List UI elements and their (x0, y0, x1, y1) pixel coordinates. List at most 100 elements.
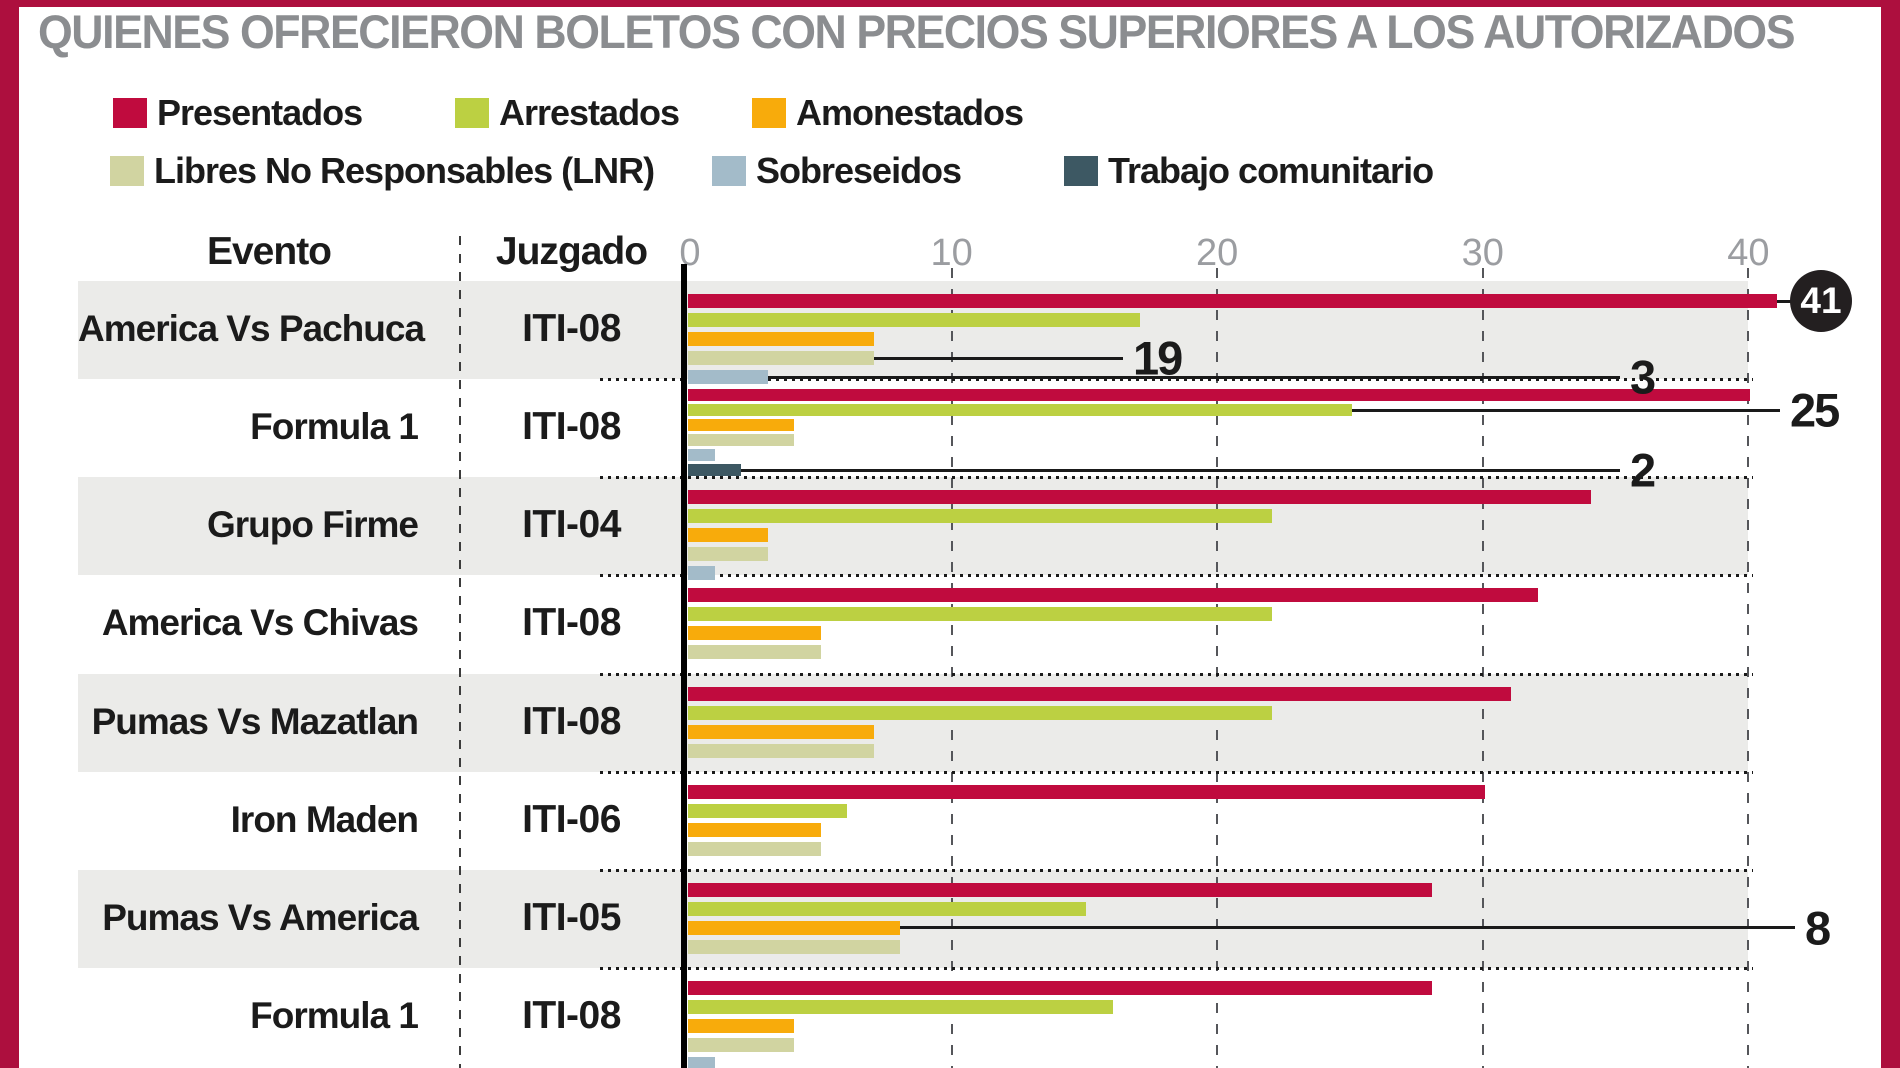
bar-sobreseidos (688, 449, 715, 462)
row-separator-dotted-line (600, 476, 1753, 480)
bar-amonestados (688, 724, 874, 739)
bar-arrestados (688, 313, 1140, 327)
legend-swatch-amonestados (752, 98, 786, 128)
legend-label: Arrestados (499, 92, 680, 133)
x-tick-label-10: 10 (930, 232, 973, 274)
row-separator-dotted-line (600, 672, 1753, 676)
x-tick-label-0: 0 (679, 232, 701, 274)
bar-lnr (688, 645, 821, 660)
callout-connector-line (900, 926, 1795, 930)
x-tick-label-30: 30 (1461, 232, 1504, 274)
juzgado-cell: ITI-05 (522, 895, 621, 939)
legend-item-amonestados: Amonestados (752, 92, 1024, 134)
juzgado-cell: ITI-08 (522, 699, 621, 743)
left-accent-stripe (0, 0, 19, 1068)
bar-presentados (688, 882, 1432, 897)
x-axis-zero-baseline (681, 264, 687, 1068)
row-separator-dotted-line (600, 574, 1753, 578)
bar-arrestados (688, 901, 1087, 916)
callout-connector-line (741, 468, 1620, 472)
evento-cell: Pumas Vs America (102, 896, 419, 938)
bar-presentados (688, 784, 1485, 799)
callout-value-label: 3 (1630, 350, 1656, 404)
evento-cell: Pumas Vs Mazatlan (91, 700, 419, 742)
callout-connector-line (767, 375, 1620, 379)
legend-item-sobreseidos: Sobreseidos (712, 150, 962, 192)
legend-item-lnr: Libres No Responsables (LNR) (110, 150, 655, 192)
bar-presentados (688, 294, 1777, 308)
legend-item-trabajo: Trabajo comunitario (1064, 150, 1434, 192)
bar-sobreseidos (688, 566, 715, 581)
bar-presentados (688, 490, 1592, 505)
callout-value-label: 2 (1630, 443, 1656, 497)
bar-amonestados (688, 528, 768, 543)
bar-presentados (688, 588, 1538, 603)
legend-swatch-trabajo (1064, 156, 1098, 186)
legend-label: Trabajo comunitario (1108, 150, 1434, 191)
juzgado-cell: ITI-08 (522, 993, 621, 1037)
evento-cell: Grupo Firme (206, 504, 419, 546)
bar-arrestados (688, 509, 1273, 524)
bar-presentados (688, 389, 1751, 402)
bar-arrestados (688, 404, 1352, 417)
bar-lnr (688, 351, 874, 365)
column-separator-dashed-line (459, 236, 461, 1068)
bar-lnr (688, 1037, 795, 1052)
callout-value-label: 8 (1805, 901, 1831, 955)
bar-arrestados (688, 803, 848, 818)
right-accent-stripe (1881, 0, 1900, 1068)
x-tick-label-40: 40 (1727, 232, 1770, 274)
legend-swatch-sobreseidos (712, 156, 746, 186)
gridline-10 (950, 268, 953, 1068)
bar-trabajo (688, 464, 742, 477)
bar-sobreseidos (688, 370, 768, 384)
legend-label: Sobreseidos (756, 150, 962, 191)
evento-cell: Iron Maden (230, 798, 419, 840)
bar-presentados (688, 980, 1432, 995)
juzgado-cell: ITI-08 (522, 405, 621, 449)
x-tick-label-20: 20 (1196, 232, 1239, 274)
legend-label: Amonestados (796, 92, 1024, 133)
bar-lnr (688, 547, 768, 562)
legend-swatch-lnr (110, 156, 144, 186)
legend-item-presentados: Presentados (113, 92, 363, 134)
chart-title: QUIENES OFRECIERON BOLETOS CON PRECIOS S… (38, 5, 1795, 58)
bar-amonestados (688, 1018, 795, 1033)
column-header-juzgado: Juzgado (495, 230, 648, 273)
row-separator-dotted-line (600, 966, 1753, 970)
bar-amonestados (688, 419, 795, 432)
bar-amonestados (688, 920, 901, 935)
evento-cell: Formula 1 (250, 406, 419, 448)
juzgado-cell: ITI-06 (522, 797, 621, 841)
row-separator-dotted-line (600, 378, 1753, 382)
bar-lnr (688, 434, 795, 447)
callout-value-label: 19 (1133, 331, 1183, 385)
gridline-40 (1747, 268, 1750, 1068)
callout-connector-line (1352, 408, 1780, 412)
callout-value-label: 25 (1790, 383, 1840, 437)
evento-cell: Formula 1 (250, 994, 419, 1036)
evento-cell: America Vs Chivas (101, 602, 419, 644)
legend-label: Presentados (157, 92, 363, 133)
bar-lnr (688, 743, 874, 758)
row-separator-dotted-line (600, 770, 1753, 774)
legend-swatch-arrestados (455, 98, 489, 128)
juzgado-cell: ITI-08 (522, 307, 621, 351)
bar-amonestados (688, 822, 821, 837)
callout-connector-line (873, 356, 1123, 360)
bar-arrestados (688, 705, 1273, 720)
bar-arrestados (688, 999, 1113, 1014)
gridline-20 (1216, 268, 1219, 1068)
bar-amonestados (688, 332, 874, 346)
callout-connector-line (1776, 299, 1797, 303)
juzgado-cell: ITI-04 (522, 503, 621, 547)
bar-amonestados (688, 626, 821, 641)
legend-label: Libres No Responsables (LNR) (154, 150, 655, 191)
column-header-evento: Evento (206, 230, 332, 273)
bar-lnr (688, 939, 901, 954)
bar-presentados (688, 686, 1512, 701)
top-accent-stripe (0, 0, 1900, 7)
value-badge: 41 (1789, 270, 1852, 332)
juzgado-cell: ITI-08 (522, 601, 621, 645)
